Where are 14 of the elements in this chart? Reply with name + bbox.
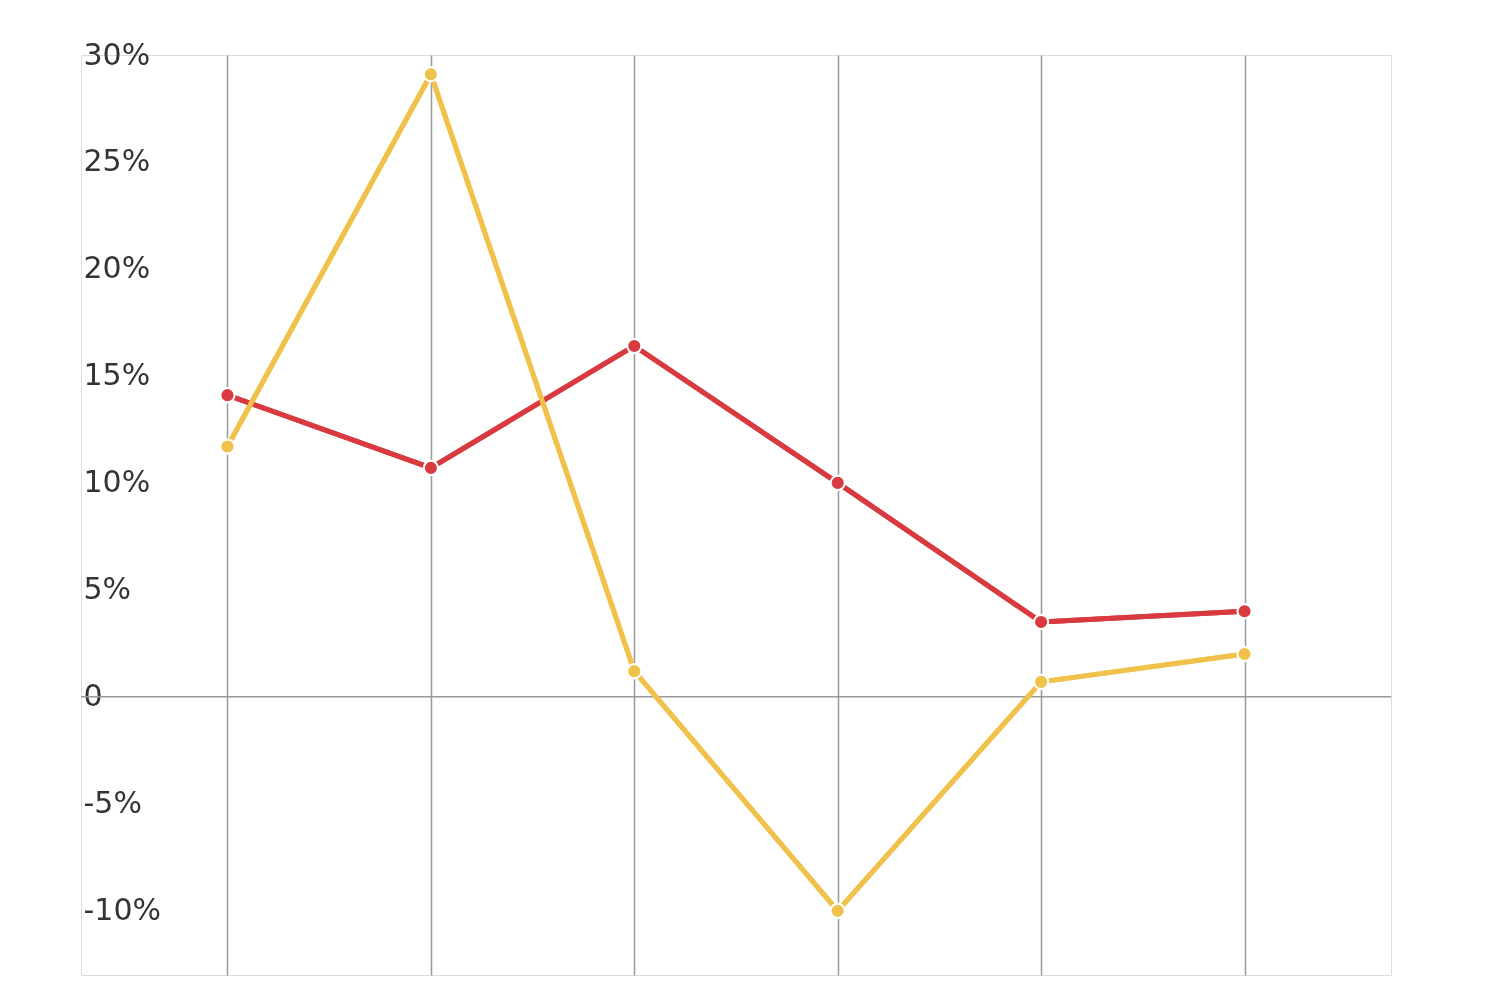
y-tick-label: 15% <box>83 357 151 393</box>
y-tick-label: 20% <box>83 250 151 286</box>
point <box>1033 613 1050 631</box>
y-tick-label: 5% <box>83 571 132 607</box>
y-tick-label: -10% <box>83 892 162 928</box>
y-tick-label: 0 <box>83 678 103 714</box>
point <box>1033 673 1050 690</box>
point <box>422 459 439 476</box>
point <box>829 474 846 491</box>
y-tick-label: 25% <box>83 143 151 179</box>
point <box>829 902 846 919</box>
y-tick-label: 30% <box>83 36 151 72</box>
y-tick-label: 10% <box>83 464 151 500</box>
y-tick-label: -5% <box>83 785 142 821</box>
